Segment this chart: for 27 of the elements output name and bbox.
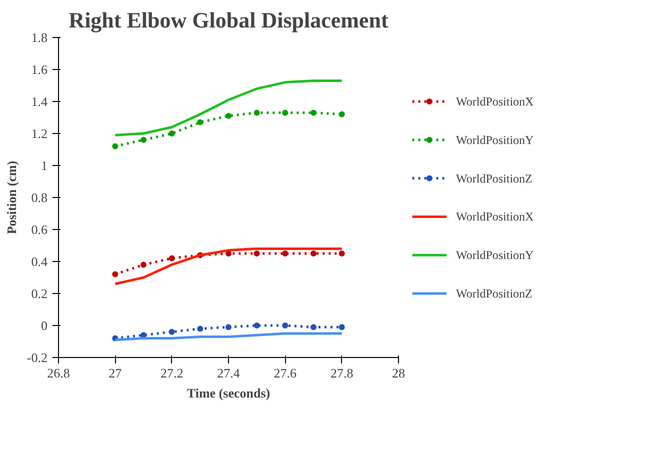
legend-label: WorldPositionX xyxy=(456,94,534,108)
x-tick-label: 27.2 xyxy=(160,366,184,380)
y-tick-label: 1 xyxy=(41,158,48,173)
legend-label: WorldPositionX xyxy=(456,210,534,224)
y-tick-label: 1.2 xyxy=(31,126,48,141)
x-tick-label: 27 xyxy=(108,366,122,380)
y-tick-label: 1.4 xyxy=(31,94,48,109)
legend-label: WorldPositionY xyxy=(456,248,534,262)
legend-label: WorldPositionZ xyxy=(456,286,532,300)
y-tick-label: 0 xyxy=(41,318,48,333)
y-tick-label: 0.8 xyxy=(31,190,48,205)
x-tick-label: 26.8 xyxy=(47,366,70,380)
x-tick-label: 27.4 xyxy=(217,366,240,380)
y-tick-label: 1.6 xyxy=(31,62,48,77)
x-axis-title: Time (seconds) xyxy=(186,386,270,400)
y-tick-label: -0.2 xyxy=(26,350,48,365)
y-tick-label: 0.4 xyxy=(31,254,48,269)
x-tick-label: 27.8 xyxy=(330,366,354,380)
y-tick-label: 0.2 xyxy=(31,286,48,301)
legend-label: WorldPositionZ xyxy=(456,171,532,186)
y-tick-label: 0.6 xyxy=(31,222,48,237)
x-tick-label: 28 xyxy=(392,366,405,380)
y-tick-label: 1.8 xyxy=(31,30,48,45)
legend-label: WorldPositionY xyxy=(456,132,534,147)
chart-title: Right Elbow Global Displacement xyxy=(68,8,389,32)
y-axis-title: Position (cm) xyxy=(4,160,19,234)
x-tick-label: 27.6 xyxy=(274,366,298,380)
